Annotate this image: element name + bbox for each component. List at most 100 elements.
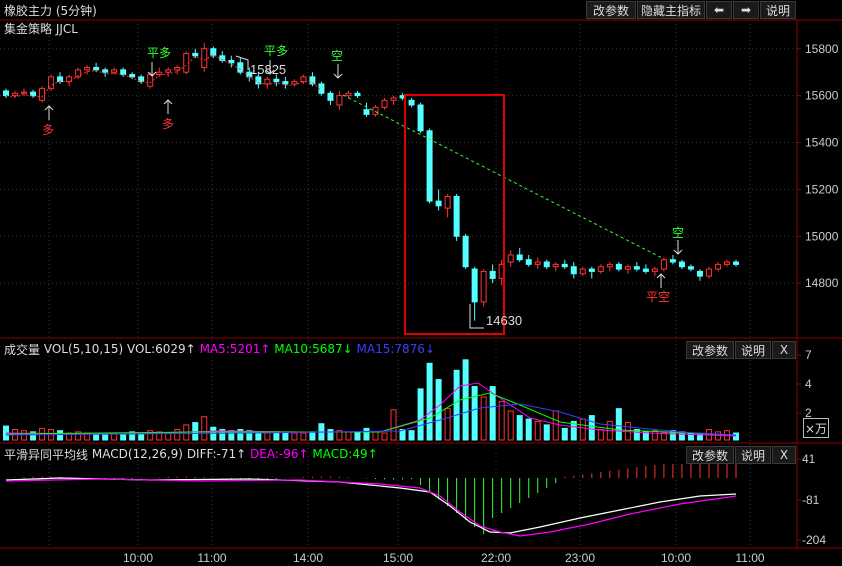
candle-body [561, 263, 568, 268]
volume-bar [426, 362, 433, 441]
volume-bar [111, 432, 118, 441]
candle-body [210, 48, 217, 57]
candle-body [660, 259, 667, 270]
volume-bar [147, 430, 154, 441]
volume-bar [300, 432, 307, 441]
time-tick-label: 11:00 [197, 551, 226, 565]
volume-bar [561, 427, 568, 441]
prev-arrow-icon[interactable]: ⬅ [706, 1, 732, 19]
macd-close-icon[interactable]: X [772, 446, 796, 464]
instrument-title-text: 橡胶主力 (5分钟) [4, 3, 97, 18]
candle-body [390, 97, 397, 101]
candle-body [462, 235, 469, 268]
volume-bar [588, 415, 595, 441]
volume-bar [696, 433, 703, 441]
volume-bar [525, 418, 532, 441]
candle-body [597, 266, 604, 272]
volume-header: 成交量 VOL(5,10,15) VOL:6029↑ MA5:5201↑ MA1… [4, 339, 435, 359]
candle-body [183, 52, 190, 73]
candle-body [192, 52, 199, 57]
price-tick-label: 15400 [805, 136, 839, 150]
volume-bar [282, 432, 289, 441]
candle-body [84, 67, 91, 71]
macd-tick-label: -81 [802, 493, 820, 507]
signal-arrow-head [656, 273, 666, 279]
candle-body [273, 78, 280, 83]
volume-bar [309, 431, 316, 441]
volume-bar [642, 431, 649, 441]
next-arrow-icon[interactable]: ➡ [733, 1, 759, 19]
candle-body [471, 268, 478, 303]
macd-value: MACD:49↑ [312, 447, 378, 461]
volume-bar [48, 429, 55, 441]
volume-bar [192, 422, 199, 441]
volume-tick-label: 7 [805, 348, 812, 362]
trend-line [342, 94, 663, 259]
candle-body [21, 91, 28, 94]
candle-body [633, 266, 640, 270]
macd-line [5, 478, 737, 537]
volume-bar [579, 418, 586, 441]
signal-duo-1: 多 [42, 123, 54, 137]
volume-bar [678, 431, 685, 441]
volume-bar [462, 359, 469, 441]
volume-bar [3, 425, 9, 441]
volume-bar [174, 429, 181, 441]
volume-bar [687, 432, 694, 441]
candle-body [3, 90, 9, 97]
candle-body [453, 195, 460, 237]
price-tick-label: 15800 [805, 42, 839, 56]
volume-ma10: MA10:5687↓ [274, 342, 353, 356]
volume-help-button[interactable]: 说明 [735, 341, 771, 359]
volume-bar [606, 420, 613, 441]
volume-bar [534, 420, 541, 441]
volume-bar [354, 431, 361, 441]
change-params-button[interactable]: 改参数 [586, 1, 636, 19]
volume-change-params-button[interactable]: 改参数 [686, 341, 734, 359]
volume-bar [543, 424, 550, 441]
help-button[interactable]: 说明 [760, 1, 796, 19]
hide-main-indicator-button[interactable]: 隐藏主指标 [637, 1, 705, 19]
candle-body [705, 268, 712, 277]
volume-bar [507, 410, 514, 441]
time-tick-label: 23:00 [565, 551, 595, 565]
volume-bar [444, 408, 451, 441]
candle-body [417, 104, 424, 132]
volume-bar [75, 431, 82, 441]
candle-body [228, 59, 235, 64]
macd-change-params-button[interactable]: 改参数 [686, 446, 734, 464]
candle-body [444, 195, 451, 209]
candle-body [111, 69, 118, 73]
volume-bar [417, 388, 424, 441]
price-tick-label: 15600 [805, 89, 839, 103]
candle-body [399, 95, 406, 99]
candle-body [282, 81, 289, 85]
volume-unit-badge: ×万 [803, 418, 829, 438]
volume-bar [156, 431, 163, 441]
volume-bar [273, 431, 280, 441]
volume-bar [39, 427, 46, 441]
volume-close-icon[interactable]: X [772, 341, 796, 359]
volume-bar [165, 432, 172, 441]
volume-bar [435, 379, 442, 441]
volume-bar [219, 429, 226, 441]
volume-bar [453, 369, 460, 441]
volume-bar [705, 429, 712, 441]
macd-diff: DIFF:-71↑ [186, 447, 247, 461]
candle-body [318, 83, 325, 94]
candle-body [696, 270, 703, 277]
candle-body [291, 81, 298, 85]
signal-arrow-head [265, 69, 275, 75]
strategy-label: 集金策略 JJCL [4, 18, 78, 38]
macd-header: 平滑异同平均线 MACD(12,26,9) DIFF:-71↑ DEA:-96↑… [4, 444, 378, 464]
macd-line [5, 477, 737, 534]
candle-body [678, 261, 685, 268]
volume-bar [183, 424, 190, 441]
candle-body [426, 130, 433, 202]
volume-bar [318, 423, 325, 441]
macd-help-button[interactable]: 说明 [735, 446, 771, 464]
candle-body [237, 62, 244, 73]
volume-ma-line [5, 382, 737, 437]
volume-bar [237, 429, 244, 441]
